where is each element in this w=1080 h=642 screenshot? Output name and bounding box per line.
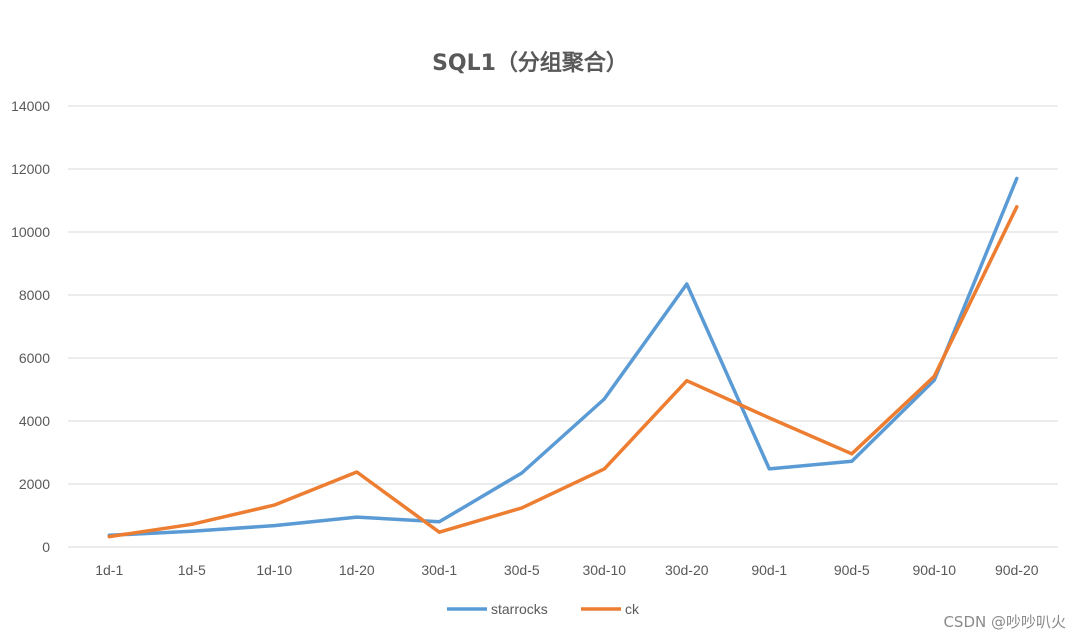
data-point-ck [355,470,359,474]
data-point-ck [107,535,111,539]
data-point-ck [520,506,524,510]
y-tick-label: 0 [42,539,50,555]
gridlines [68,105,1058,548]
data-point-ck [272,503,276,507]
x-tick-label: 1d-1 [95,562,123,578]
data-point-ck [850,452,854,456]
x-tick-label: 30d-1 [421,562,457,578]
x-tick-label: 1d-5 [178,562,206,578]
data-point-starrocks [685,282,689,286]
x-axis-ticks: 1d-1 1d-5 1d-10 1d-20 30d-1 30d-5 30d-10 30d-20… [95,562,1039,578]
x-tick-label: 90d-10 [912,562,956,578]
data-point-starrocks [767,467,771,471]
x-tick-label: 1d-10 [256,562,292,578]
chart-title: SQL1（分组聚合） [432,50,628,76]
y-tick-label: 6000 [19,350,50,366]
data-point-ck [602,467,606,471]
legend: starrocks ck [447,601,640,617]
y-tick-label: 10000 [11,224,50,240]
x-tick-label: 30d-5 [504,562,540,578]
y-tick-label: 4000 [19,413,50,429]
y-tick-label: 14000 [11,98,50,114]
series-line-ck [107,205,1019,539]
watermark: CSDN @吵吵叭火 [943,613,1066,631]
data-point-starrocks [850,459,854,463]
series-line-starrocks [107,176,1019,538]
data-point-starrocks [355,515,359,519]
data-point-starrocks [437,520,441,524]
x-tick-label: 90d-1 [751,562,787,578]
x-tick-label: 90d-20 [995,562,1039,578]
data-point-starrocks [520,471,524,475]
x-tick-label: 1d-20 [339,562,375,578]
data-point-starrocks [272,524,276,528]
data-point-ck [190,522,194,526]
data-point-starrocks [190,529,194,533]
data-point-starrocks [1015,176,1019,180]
legend-label-starrocks: starrocks [491,601,548,617]
data-point-ck [1015,205,1019,209]
x-tick-label: 90d-5 [834,562,870,578]
y-axis-ticks: 0 2000 4000 6000 8000 10000 12000 14000 [11,98,50,555]
data-point-starrocks [602,397,606,401]
y-tick-label: 2000 [19,476,50,492]
data-point-ck [932,374,936,378]
series-lines [107,176,1019,539]
x-tick-label: 30d-20 [665,562,709,578]
y-tick-label: 8000 [19,287,50,303]
data-point-ck [685,379,689,383]
data-point-ck [437,530,441,534]
x-tick-label: 30d-10 [582,562,626,578]
data-point-ck [767,416,771,420]
legend-label-ck: ck [625,601,640,617]
y-tick-label: 12000 [11,161,50,177]
